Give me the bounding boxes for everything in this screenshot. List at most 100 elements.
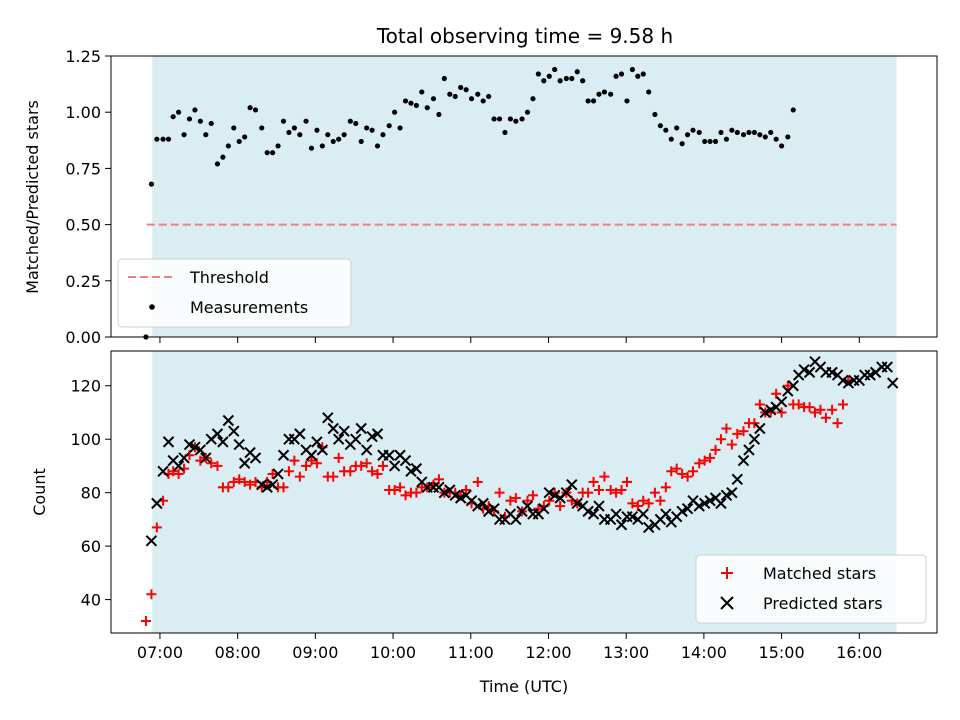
measurement-point (712, 138, 719, 145)
predicted-star-point (566, 478, 578, 491)
predicted-star-point (704, 494, 716, 507)
matched-star-point (776, 407, 787, 418)
measurement-point (502, 129, 508, 136)
predicted-star-mark-b (277, 449, 290, 461)
predicted-star-point (759, 406, 771, 419)
predicted-star-mark-b (571, 497, 583, 510)
matched-star-point (294, 471, 305, 482)
predicted-star-mark-b (222, 414, 235, 427)
predicted-star-mark-b (731, 473, 744, 486)
predicted-star-point (842, 377, 855, 389)
measurement-point (208, 120, 214, 127)
matched-star-point (173, 468, 184, 479)
predicted-star-point (249, 452, 262, 464)
measurement-point (353, 120, 359, 127)
matched-star-point (510, 493, 521, 504)
measurement-point (463, 87, 469, 93)
measurement-point (613, 73, 619, 79)
predicted-star-point (626, 511, 639, 523)
matched-star-point (544, 495, 555, 506)
measurement-point (552, 66, 558, 73)
predicted-star-mark-b (238, 457, 251, 469)
predicted-star-point (582, 505, 594, 518)
measurement-point (186, 116, 193, 122)
predicted-star-mark-b (837, 374, 849, 387)
predicted-star-mark-b (410, 462, 423, 475)
predicted-star-mark-b (504, 508, 517, 520)
measurement-point (519, 116, 525, 122)
measurement-point (751, 129, 757, 136)
y-tick-label: 80 (81, 484, 101, 503)
predicted-star-mark-b (610, 508, 622, 520)
measurement-point (657, 123, 663, 129)
matched-star-point (400, 490, 411, 501)
matched-star-point (721, 423, 732, 434)
y-tick-label: 0.25 (65, 272, 101, 291)
measurement-point (181, 132, 187, 138)
top-x-axis-ticks (159, 337, 860, 343)
y-tick-label: 0.50 (65, 216, 101, 235)
matched-star-point (593, 484, 604, 495)
predicted-star-mark-b (167, 454, 179, 467)
predicted-star-mark-b (388, 460, 401, 472)
measurement-point (635, 73, 641, 79)
predicted-star-mark-b (162, 436, 175, 448)
matched-star-point (815, 404, 826, 415)
matched-star-point (377, 460, 388, 471)
predicted-star-mark-b (681, 502, 694, 515)
matched-star-point (616, 484, 627, 495)
predicted-star-point (610, 508, 622, 520)
matched-star-point (212, 460, 223, 471)
predicted-star-mark-b (332, 433, 345, 445)
measurement-point (773, 136, 779, 142)
predicted-star-mark-b (416, 476, 428, 488)
predicted-star-mark-b (211, 428, 224, 440)
predicted-star-mark-b (444, 484, 456, 496)
predicted-star-point (217, 436, 229, 448)
predicted-star-point (383, 449, 395, 461)
matched-star-point (140, 615, 151, 626)
predicted-star-point (266, 478, 279, 491)
predicted-star-mark-b (521, 500, 534, 512)
predicted-star-mark-b (178, 452, 190, 464)
measurement-point (608, 91, 614, 97)
predicted-star-point (693, 500, 705, 512)
predicted-star-mark-b (726, 486, 738, 499)
predicted-star-point (837, 374, 849, 387)
matched-star-point (671, 463, 682, 474)
predicted-star-mark-b (704, 494, 716, 507)
predicted-star-point (543, 486, 555, 499)
predicted-star-point (510, 513, 522, 526)
predicted-star-mark-b (887, 377, 899, 389)
predicted-star-mark-b (803, 366, 816, 379)
matched-star-point (810, 407, 821, 418)
matched-star-point (694, 458, 705, 469)
predicted-star-mark-b (709, 492, 722, 504)
y-tick-label: 1.25 (65, 47, 101, 66)
predicted-star-mark-b (637, 508, 649, 520)
predicted-star-mark-b (327, 422, 339, 435)
measurement-point (247, 105, 253, 111)
predicted-star-point (887, 377, 899, 389)
measurement-point (652, 111, 658, 118)
measurement-point (674, 125, 680, 131)
measurement-point (402, 98, 409, 104)
measurement-point (236, 138, 242, 145)
measurement-point (176, 109, 182, 115)
measurement-point (308, 145, 315, 151)
measurement-point (507, 116, 514, 122)
matched-star-point (301, 460, 312, 471)
predicted-star-point (754, 422, 766, 435)
y-tick-label: 0.75 (65, 159, 101, 178)
x-tick-label: 10:00 (370, 643, 416, 662)
predicted-star-mark-b (261, 481, 273, 494)
matched-star-point (715, 434, 726, 445)
predicted-star-point (151, 497, 163, 510)
measurement-point (480, 98, 486, 104)
predicted-star-mark-b (449, 489, 461, 502)
measurement-point (729, 127, 735, 133)
predicted-star-mark-b (693, 500, 705, 512)
measurement-point (280, 118, 287, 124)
measurement-point (160, 136, 166, 142)
measurement-point (436, 111, 442, 118)
